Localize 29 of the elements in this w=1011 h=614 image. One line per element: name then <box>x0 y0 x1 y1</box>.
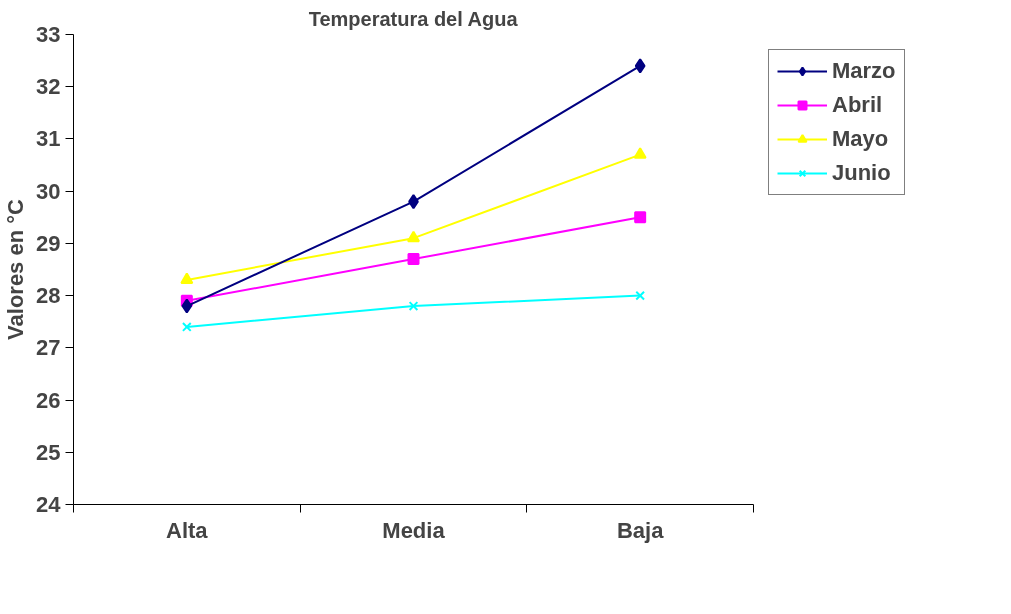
chart-title: Temperatura del Agua <box>308 7 519 30</box>
y-tick-label: 24 <box>36 492 62 517</box>
point <box>634 211 647 224</box>
y-tick-label: 31 <box>36 126 61 152</box>
y-tick-label: 29 <box>36 230 61 256</box>
legend-label: Mayo <box>832 126 889 152</box>
point <box>407 253 420 266</box>
point <box>408 301 419 311</box>
legend-label: Marzo <box>832 58 896 84</box>
y-tick-label: 33 <box>36 22 61 47</box>
point <box>181 322 192 332</box>
y-tick-label: 26 <box>36 387 61 413</box>
y-tick-label: 27 <box>36 335 61 361</box>
point <box>635 290 646 301</box>
y-tick-label: 25 <box>36 439 61 465</box>
x-tick-label: Media <box>382 517 446 543</box>
point <box>180 272 194 285</box>
y-tick-label: 32 <box>36 74 61 100</box>
point <box>181 298 193 314</box>
point <box>633 147 647 159</box>
x-tick-label: Baja <box>616 517 665 543</box>
legend-label: Junio <box>832 160 891 186</box>
y-axis-title: Valores en °C <box>3 198 29 340</box>
y-tick-label: 28 <box>36 283 61 309</box>
point <box>407 230 420 243</box>
y-tick-label: 30 <box>36 178 61 204</box>
legend-label: Abril <box>832 92 883 118</box>
x-tick-label: Alta <box>166 517 209 543</box>
point <box>634 58 646 74</box>
